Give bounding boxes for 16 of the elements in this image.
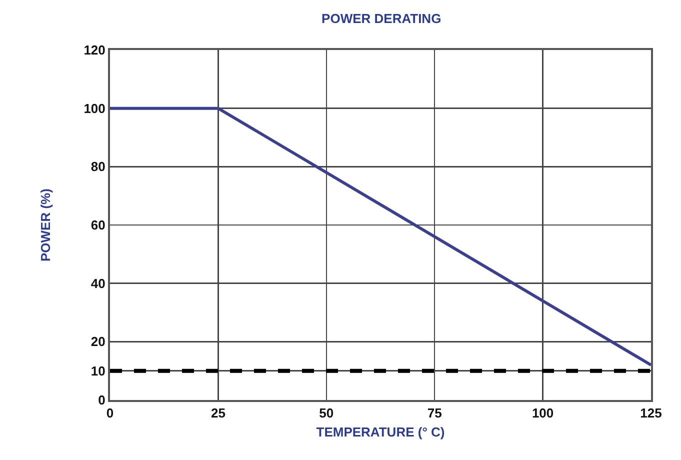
y-tick-label: 60 [90,218,106,233]
x-tick-label: 75 [427,406,442,421]
y-axis-title: POWER (%) [38,188,54,262]
y-tick-label: 20 [90,334,106,350]
x-tick-label: 125 [640,406,662,421]
y-tick-label: 40 [90,276,106,291]
y-tick-label: 80 [90,159,106,174]
y-tick-label: 100 [84,100,106,116]
x-tick-label: 50 [319,406,334,421]
y-tick-label: 0 [98,392,106,408]
y-tick-label: 10 [90,363,106,378]
x-tick-label: 25 [210,406,226,421]
x-axis-title: TEMPERATURE (° C) [316,424,445,440]
y-tick-label: 120 [84,42,106,58]
chart-title: POWER DERATING [322,10,442,26]
x-tick-label: 100 [532,406,554,421]
